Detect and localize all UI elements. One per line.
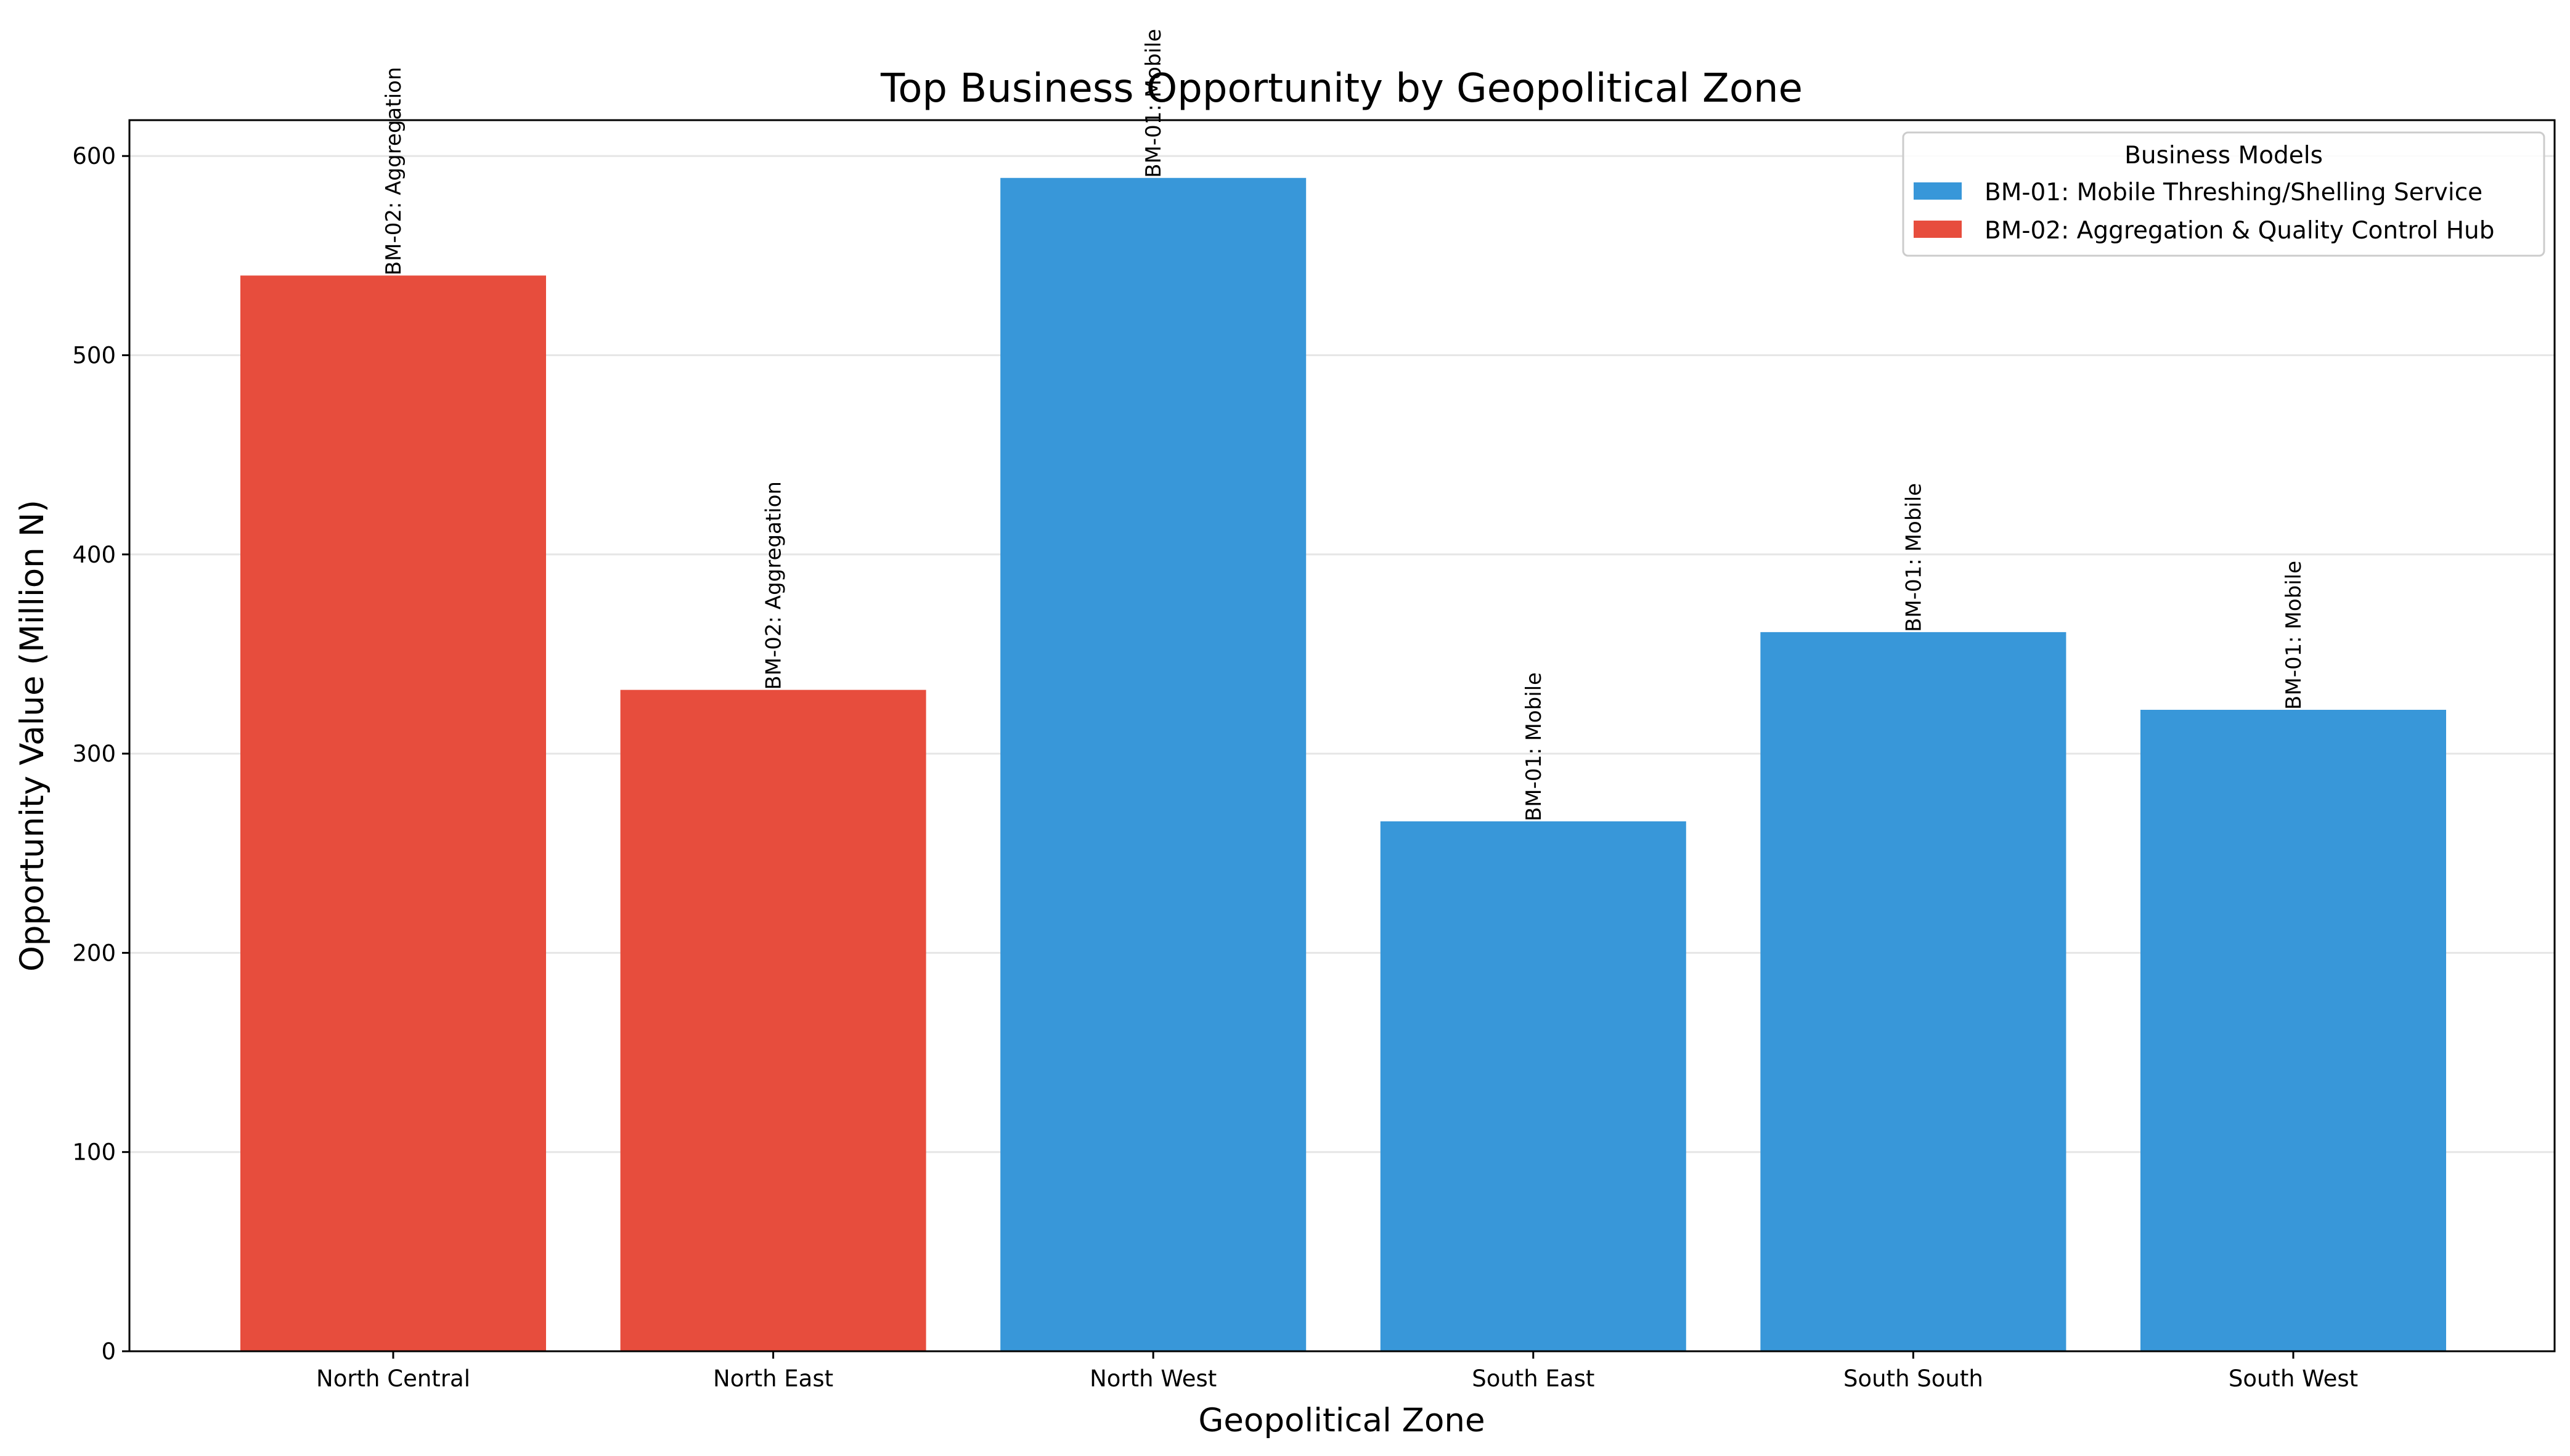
chart-title: Top Business Opportunity by Geopolitical… bbox=[880, 66, 1803, 112]
bar-labels: BM-02: Aggregation BM-02: Aggregation BM-0… bbox=[381, 29, 2306, 821]
y-tick-label: 300 bbox=[72, 741, 116, 767]
bar-label: BM-01: Mobile bbox=[2282, 561, 2306, 710]
x-tick-label: South East bbox=[1472, 1365, 1594, 1392]
legend-label-bm-02: BM-02: Aggregation & Quality Control Hub bbox=[1985, 217, 2495, 245]
y-tick-label: 200 bbox=[72, 940, 116, 966]
bar-north-central bbox=[240, 275, 546, 1351]
bar-south-east bbox=[1380, 821, 1686, 1351]
legend-label-bm-01: BM-01: Mobile Threshing/Shelling Service bbox=[1985, 179, 2482, 206]
y-tick-label: 100 bbox=[72, 1139, 116, 1166]
bar-label: BM-01: Mobile bbox=[1901, 483, 1926, 632]
x-axis: North Central North East North West South E… bbox=[316, 1351, 2358, 1392]
y-tick-label: 500 bbox=[72, 342, 116, 368]
bar-north-east bbox=[620, 689, 926, 1351]
bar-label: BM-02: Aggregation bbox=[762, 481, 786, 690]
legend-swatch-bm-02 bbox=[1914, 221, 1962, 238]
y-tick-label: 600 bbox=[72, 143, 116, 169]
x-tick-label: South West bbox=[2229, 1365, 2358, 1392]
legend-title: Business Models bbox=[2124, 142, 2323, 169]
legend: Business Models BM-01: Mobile Threshing/… bbox=[1902, 131, 2545, 257]
x-axis-label: Geopolitical Zone bbox=[1198, 1402, 1485, 1439]
bars bbox=[240, 177, 2446, 1351]
plot-frame bbox=[128, 119, 2556, 1352]
y-axis: 0 100 200 300 400 500 600 bbox=[72, 143, 129, 1365]
x-tick-label: North Central bbox=[316, 1365, 470, 1392]
bar-south-west bbox=[2140, 709, 2446, 1351]
x-tick-label: South South bbox=[1843, 1365, 1983, 1392]
y-axis-label: Opportunity Value (Million N) bbox=[14, 500, 51, 972]
legend-swatch-bm-01 bbox=[1914, 182, 1962, 200]
x-tick-label: North West bbox=[1090, 1365, 1217, 1392]
bar-south-south bbox=[1760, 632, 2066, 1351]
x-tick-label: North East bbox=[713, 1365, 833, 1392]
bar-label: BM-01: Mobile bbox=[1141, 29, 1166, 178]
y-tick-label: 0 bbox=[101, 1338, 116, 1365]
bar-label: BM-02: Aggregation bbox=[381, 67, 406, 276]
legend-box bbox=[1902, 131, 2545, 257]
bar-label: BM-01: Mobile bbox=[1522, 672, 1546, 821]
y-tick-label: 400 bbox=[72, 542, 116, 568]
bar-north-west bbox=[1000, 177, 1307, 1351]
